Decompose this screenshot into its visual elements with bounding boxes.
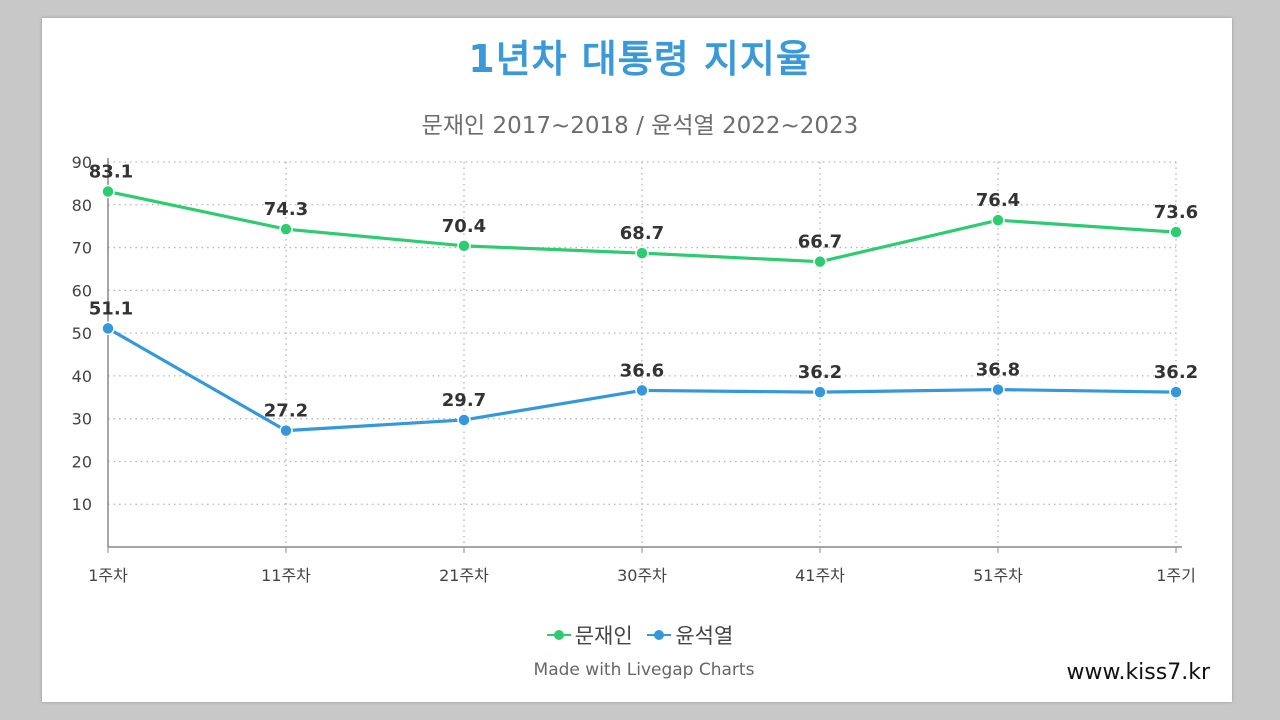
data-point [101,184,115,199]
y-tick-label: 70 [72,239,92,258]
legend: 문재인 윤석열 [0,620,1280,650]
y-tick-label: 60 [72,281,92,300]
data-label: 36.6 [620,360,664,381]
chart-subtitle: 문재인 2017~2018 / 윤석열 2022~2023 [421,113,859,139]
legend-entry-moon[interactable]: 문재인 [546,620,633,650]
data-point [813,254,827,269]
data-label: 68.7 [620,223,664,244]
data-point [279,222,293,236]
data-label: 27.2 [264,401,308,422]
chart-card [42,18,1232,702]
data-label: 36.2 [1154,362,1198,383]
data-label: 66.7 [798,232,842,253]
legend-swatch-yoon [647,629,672,641]
data-label: 70.4 [442,216,486,237]
data-label: 36.2 [798,362,842,383]
x-tick-label: 41주차 [795,566,845,585]
x-tick-label: 51주차 [973,566,1023,585]
y-tick-label: 20 [72,452,92,471]
data-label: 36.8 [976,360,1020,381]
y-tick-label: 50 [72,324,92,343]
data-label: 29.7 [442,390,486,411]
data-point [991,382,1005,397]
data-point [635,383,649,398]
x-tick-label: 1주기 [1156,566,1196,585]
data-point [991,213,1005,227]
legend-entry-yoon[interactable]: 윤석열 [647,620,733,650]
y-tick-label: 30 [72,410,92,429]
chart-credit[interactable]: Made with Livegap Charts [533,660,755,680]
x-tick-label: 21주차 [439,566,489,585]
x-tick-label: 30주차 [617,566,667,585]
y-tick-label: 10 [72,495,92,514]
data-label: 76.4 [976,190,1020,211]
legend-label-moon: 문재인 [574,624,633,648]
data-label: 51.1 [89,298,133,319]
data-label: 74.3 [264,199,308,220]
y-tick-label: 40 [72,367,92,386]
legend-label-yoon: 윤석열 [675,624,734,648]
data-point [457,413,471,427]
x-tick-label: 1주차 [88,566,128,585]
data-point [635,246,649,260]
data-point [101,321,115,336]
data-point [1169,225,1183,239]
data-label: 73.6 [1154,202,1198,223]
legend-swatch-moon [546,629,571,641]
data-point [813,385,827,399]
data-point [457,239,471,253]
y-tick-label: 80 [72,196,92,215]
y-tick-label: 90 [72,153,92,172]
data-label: 83.1 [89,162,133,183]
data-point [279,423,293,438]
data-point [1169,385,1183,399]
chart-title: 1년차 대통령 지지율 [468,37,812,81]
watermark: www.kiss7.kr [1066,660,1210,685]
x-tick-label: 11주차 [261,566,311,585]
